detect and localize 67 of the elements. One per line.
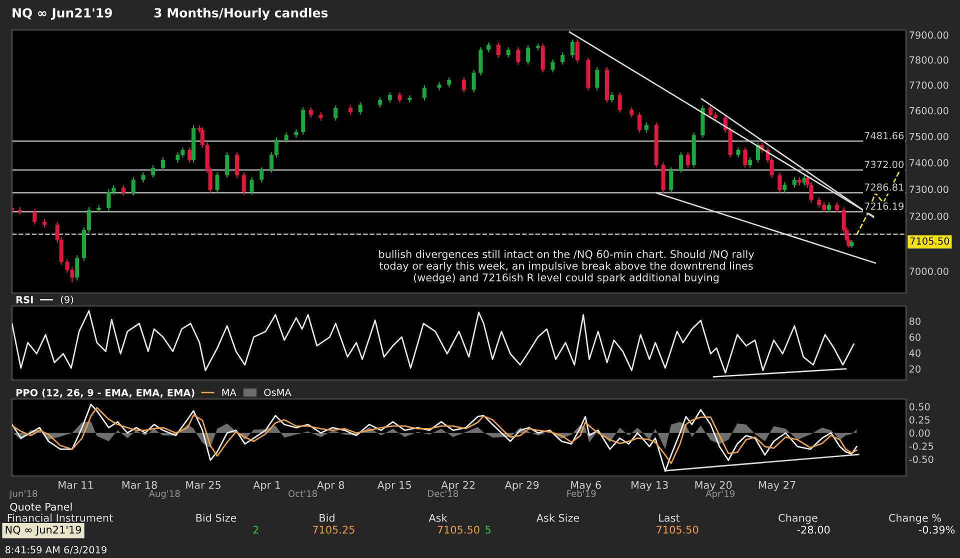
y-tick-label: 0.25 [909,416,930,424]
text: 5 [486,526,491,534]
ref-line-label: 7481.66 [864,132,904,140]
x-tick-label: May 13 [632,481,668,491]
annotation: bullish divergences still intact on the /NQ 60-min chart. Should /NQ rally today or early this week, an impulsive break above the downtrend lines (wedge) and 7216ish R level could spark additional buying [379,250,754,284]
y-tick-label: -0.25 [909,442,934,450]
y-tick-label: 7500.00 [910,132,948,140]
text: Jun'18 [9,490,38,499]
y-tick-label: -0.50 [909,456,934,464]
x-tick-label: Apr 29 [504,481,539,491]
text: Ask [428,514,448,522]
text: -28.00 [797,526,830,534]
text: Change % [889,514,941,524]
text: Oct'18 [288,490,317,497]
y-tick-label: 7000.00 [910,268,948,275]
legend-label: MA [222,388,236,396]
chart-title: PPO (12, 26, 9 - EMA, EMA, EMA) [16,388,194,398]
x-tick-label: Mar 11 [58,481,93,489]
y-tick-label: 7300.00 [910,186,948,194]
y-tick-label: 60 [909,334,921,341]
x-tick-label: Mar 25 [186,481,220,489]
y-tick-label: 7400.00 [910,159,948,166]
text: Bid Size [196,514,236,522]
x-tick-label: Apr 22 [441,481,475,491]
y-tick-label: 7600.00 [910,107,948,114]
x-tick-label: Apr 1 [253,481,280,491]
text: Change [778,514,818,524]
x-tick-label: Mar 18 [122,481,157,489]
y-tick-label: 7200.00 [910,212,948,220]
y-tick-label: 0.00 [909,429,930,437]
x-tick-label: May 6 [571,481,601,491]
text: NQ ∞ Jun21'19 [6,526,82,536]
y-tick-label: 7700.00 [910,81,948,89]
y-tick-label: 20 [909,365,921,373]
x-tick-label: Apr 8 [316,481,344,491]
text: 7105.50 [656,526,698,534]
y-tick-label: 7900.00 [910,31,948,39]
text: Last [659,514,680,522]
text: Quote Panel [10,502,72,512]
chart-title: NQ ∞ Jun21'19 [12,8,112,20]
legend-label: OsMA [264,388,292,396]
text: 7105.25 [312,526,354,534]
chart-subtitle: 3 Months/Hourly candles [154,8,328,20]
ref-line-label: 7372.00 [864,160,904,168]
text: 7105.50 [910,237,950,245]
text: Ask Size [536,514,580,522]
x-tick-label: May 20 [695,481,732,491]
x-tick-label: May 27 [759,481,796,491]
text: Financial Instrument [8,514,113,522]
chart-title: RSI [16,296,33,304]
y-tick-label: 0.50 [909,403,930,410]
y-tick-label: 40 [909,349,921,357]
text: Feb'19 [567,490,596,497]
text: -0.39% [918,526,955,534]
legend-label: (9) [60,296,74,304]
text: 2 [253,526,258,534]
ref-line-label: 7216.19 [864,202,904,210]
y-tick-label: 7800.00 [910,56,948,64]
text: Aug'18 [148,490,180,499]
text: Apr'19 [706,490,735,499]
text: 8:41:59 AM 6/3/2019 [5,546,106,554]
text: 7105.50 [438,526,480,534]
ref-line-label: 7286.81 [864,183,904,191]
y-tick-label: 80 [909,318,921,325]
x-tick-label: Apr 15 [377,481,411,491]
text: Dec'18 [428,490,458,497]
text: Bid [320,514,334,522]
